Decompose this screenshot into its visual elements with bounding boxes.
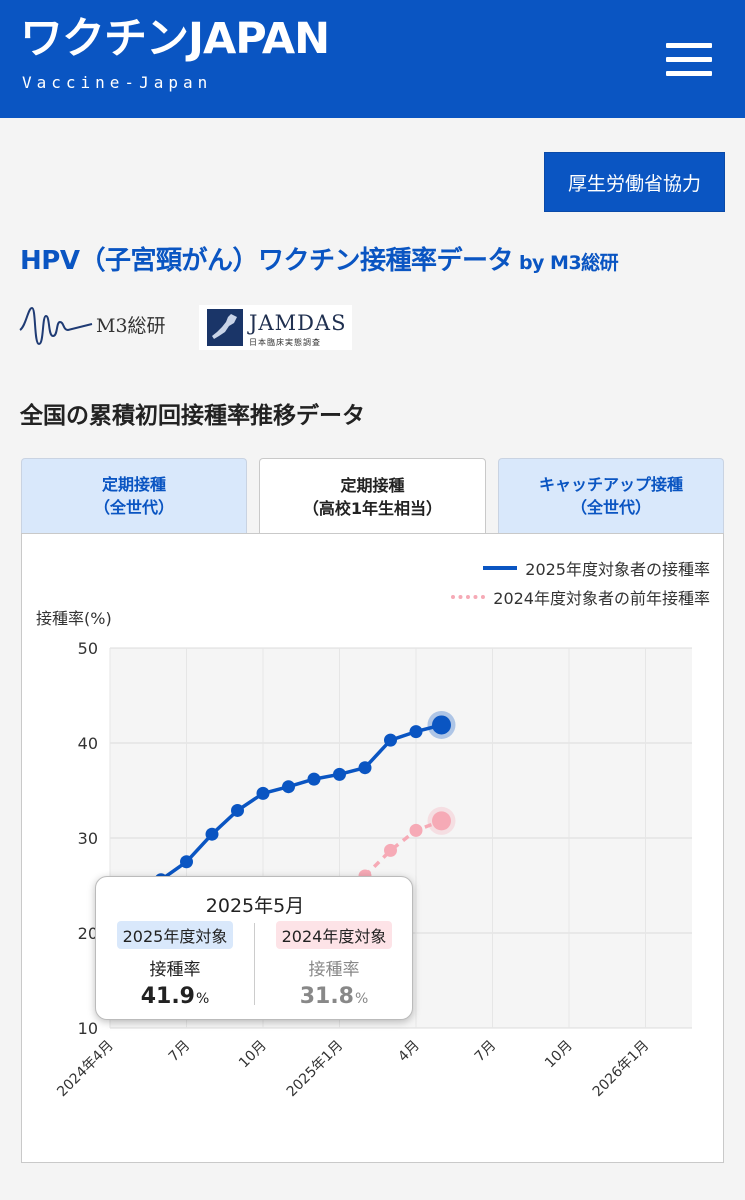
tab-routine-all-ages[interactable]: 定期接種 （全世代） [21,458,247,533]
y-tick-label: 40 [78,734,98,753]
y-tick-label: 50 [78,639,98,658]
tab-catchup-all-ages[interactable]: キャッチアップ接種 （全世代） [498,458,724,533]
x-tick-label: 10月 [542,1038,576,1072]
m3-logo: M3総研 [18,302,188,348]
tooltip-divider [254,923,255,1005]
menu-bar-2 [666,57,712,62]
tab-label-line2: （全世代） [570,498,651,517]
x-tick-label: 10月 [236,1038,270,1072]
menu-bar-3 [666,71,712,76]
legend-swatch-solid [483,566,518,570]
y-tick-label: 10 [78,1019,98,1038]
page-title: HPV（子宮頸がん）ワクチン接種率データ by M3総研 [20,240,619,277]
mhlw-cooperation-button[interactable]: 厚生労働省協力 [544,152,725,212]
series-1-point [205,827,219,841]
tooltip-month: 2025年5月 [205,895,305,917]
legend-label-series-1: 2025年度対象者の接種率 [525,560,710,579]
series-1-point [333,767,346,781]
series-1-point [307,772,321,786]
tooltip-value-2024-unit: % [354,991,369,1007]
series-1-point [180,855,193,869]
tab-label-line1: キャッチアップ接種 [538,474,683,494]
x-tick-label: 4月 [395,1038,423,1066]
tooltip-value-2025: 41.9% [96,984,254,1009]
legend-label-series-2: 2024年度対象者の前年接種率 [493,589,710,608]
x-tick-label: 2025年1月 [284,1038,347,1101]
series-1-highlight-point [432,715,451,735]
jamdas-logo: JAMDAS 日本臨床実態調査 [199,305,352,350]
y-tick-label: 30 [78,829,98,848]
series-line-2 [363,819,443,878]
tooltip-value-2024: 31.8% [255,984,413,1009]
tooltip-value-2024-number: 31.8 [299,984,354,1009]
tooltip-badge-2024: 2024年度対象 [275,921,393,949]
y-axis-ticks: 10 20 30 40 50 [78,639,98,1038]
series-2-point [409,823,423,837]
legend-item-series-2[interactable]: 2024年度対象者の前年接種率 [451,585,710,609]
series-1-point [256,786,270,800]
site-header: ワクチンJAPAN Vaccine-Japan [0,0,745,118]
tab-label-line1: 定期接種 [101,474,166,494]
page-title-main: HPV（子宮頸がん）ワクチン接種率データ [20,246,513,276]
menu-bar-1 [666,43,712,48]
series-2-point [384,843,397,857]
m3-wave-icon [19,306,93,346]
site-logo-subtitle: Vaccine-Japan [22,73,213,92]
series-1-point [409,725,423,739]
tooltip-badge-2025: 2025年度対象 [116,921,234,949]
tooltip-label-2025: 接種率 [149,960,201,980]
y-tick-label: 20 [78,924,98,943]
series-2-highlight-point [432,811,451,831]
y-axis-label: 接種率(%) [36,609,112,628]
site-logo-title[interactable]: ワクチンJAPAN [20,14,330,64]
tooltip-series-2025: 2025年度対象 接種率 41.9% [96,921,254,1009]
x-tick-label: 2024年4月 [54,1038,117,1101]
japan-map-icon [207,309,243,346]
page-title-by: by M3総研 [518,252,619,274]
tooltip-label-2024: 接種率 [308,960,360,980]
tab-label-line2: （全世代） [93,498,174,517]
tooltip-value-2025-number: 41.9 [140,984,195,1009]
chart-series [154,710,456,887]
series-1-point [231,803,244,817]
jamdas-logo-text: JAMDAS [249,311,347,335]
series-1-point [384,733,397,747]
legend-item-series-1[interactable]: 2025年度対象者の接種率 [483,556,710,580]
legend-swatch-dashed [451,595,486,599]
x-tick-label: 7月 [472,1038,500,1066]
tooltip-value-2025-unit: % [195,991,210,1007]
hamburger-menu-icon[interactable] [664,40,714,80]
x-tick-label: 2026年1月 [590,1038,653,1101]
jamdas-logo-subtext: 日本臨床実態調査 [249,338,321,347]
tooltip-series-2024: 2024年度対象 接種率 31.8% [255,921,413,1009]
tab-label-line2: （高校1年生相当） [302,499,443,518]
x-tick-label: 7月 [166,1038,194,1066]
chart-tooltip: 2025年5月 2025年度対象 接種率 41.9% 2024年度対象 接種率 … [95,876,413,1020]
tab-label-line1: 定期接種 [340,475,405,495]
tab-routine-high-school-1st-year[interactable]: 定期接種 （高校1年生相当） [259,458,486,535]
x-axis-ticks: 2024年4月 7月 10月 2025年1月 4月 7月 10月 2026年1月 [54,1038,652,1101]
series-1-point [282,780,295,794]
m3-logo-text: M3総研 [96,315,166,337]
series-1-point [358,761,372,775]
section-title: 全国の累積初回接種率推移データ [20,403,365,429]
